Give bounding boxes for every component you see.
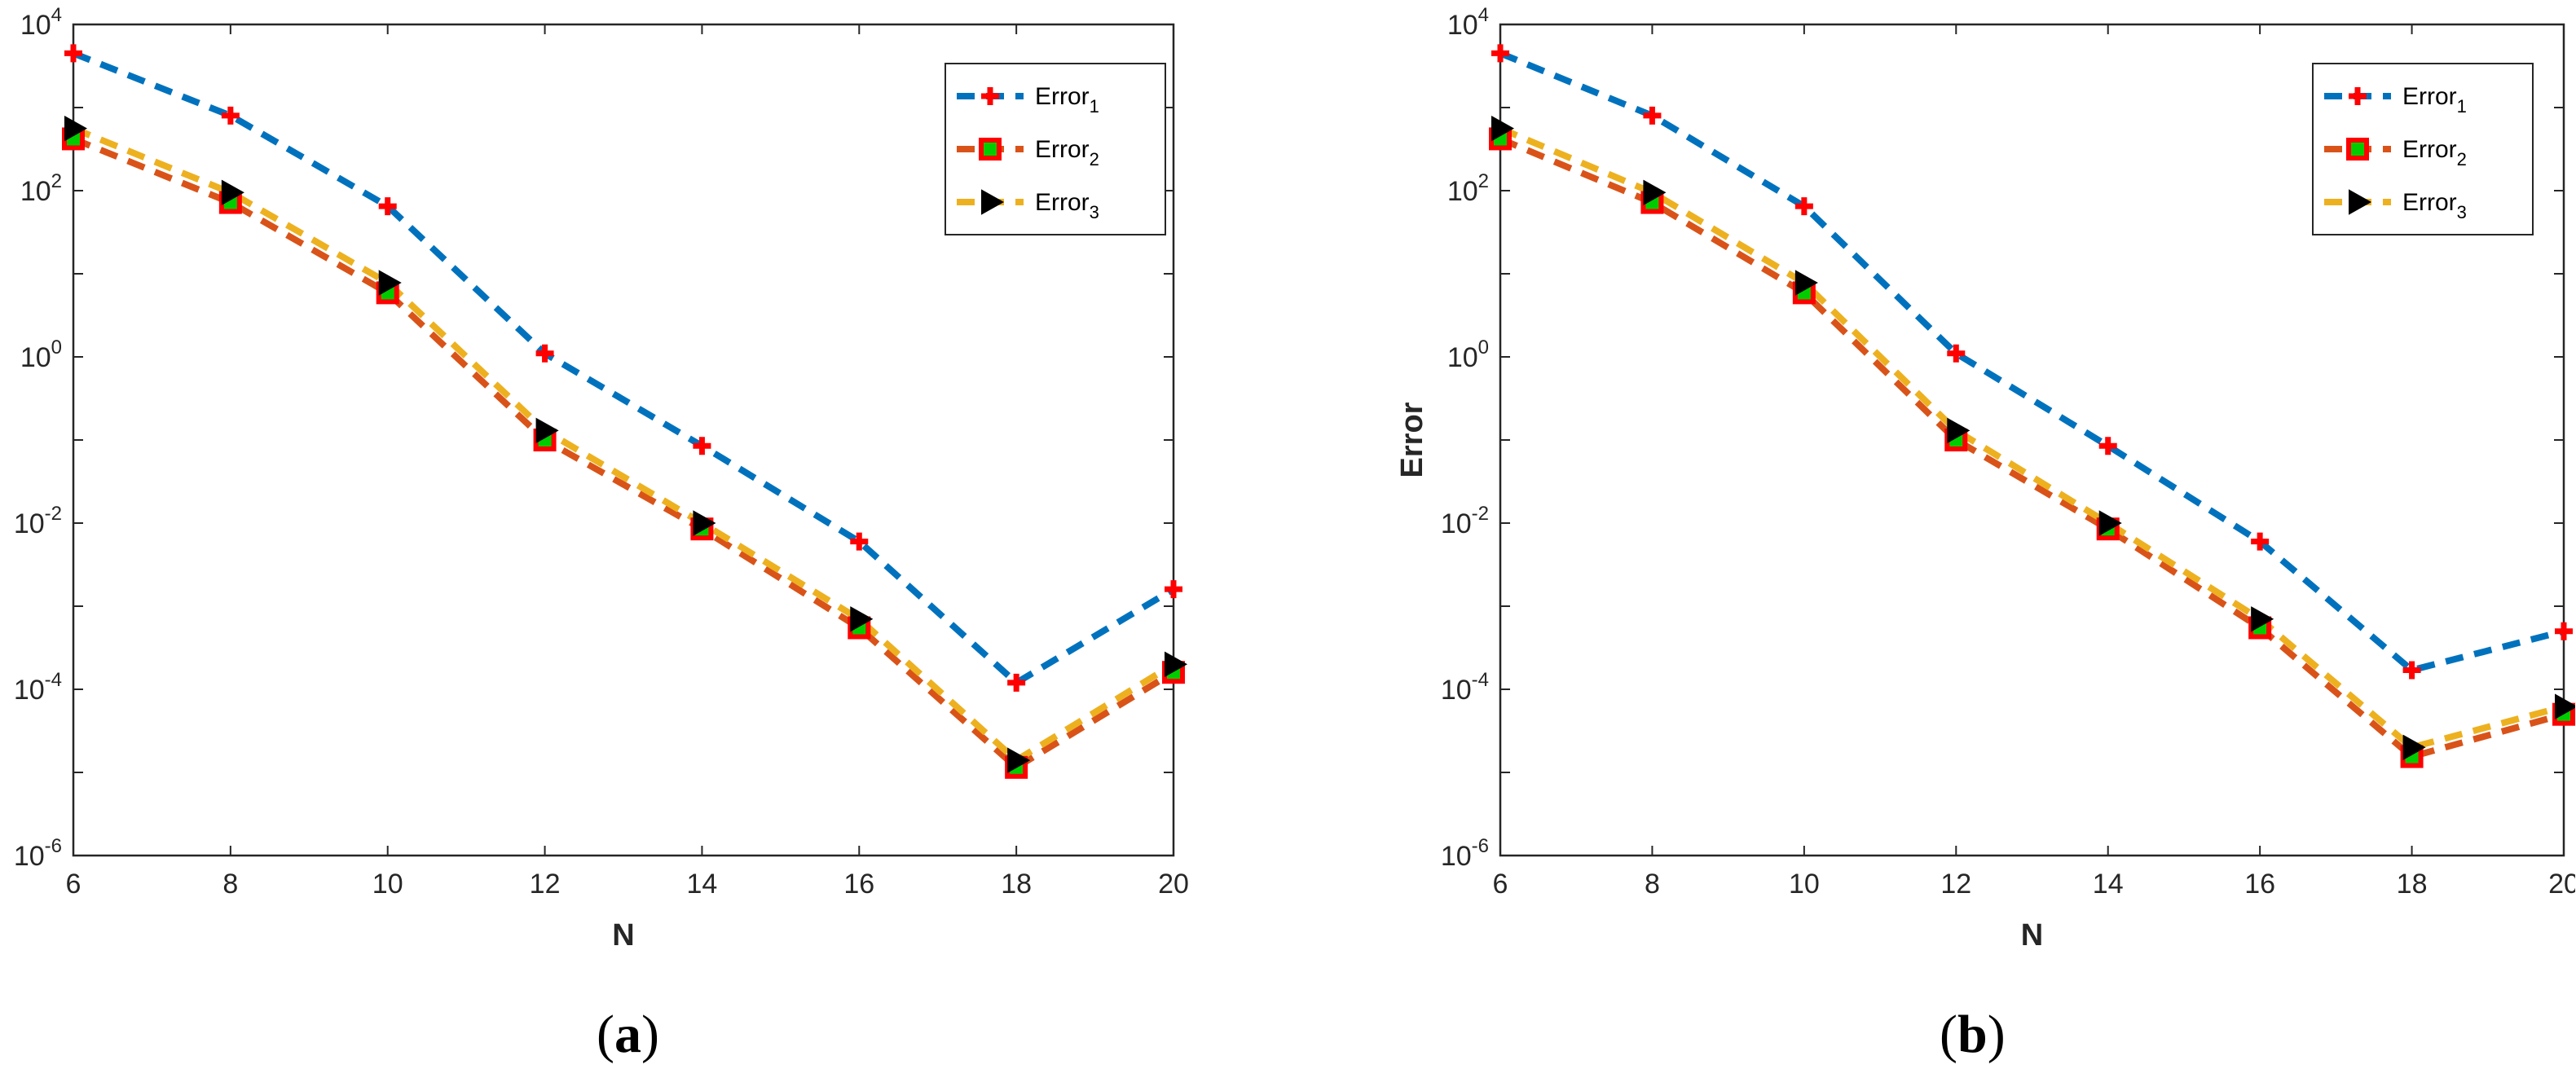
charta-series-3-point	[1165, 651, 1188, 678]
chart-b-plot: 6 8 10 12 14 16 18 20 10-6 10-4 10-2 100 102 104 N Erro…	[1395, 4, 2575, 952]
chartb-series-1-point	[2402, 661, 2421, 680]
charta-ytick-label: 10-2	[14, 503, 62, 539]
charta-xtick-label: 6	[66, 869, 81, 900]
chartb-legend-label-2: Error2	[2402, 136, 2467, 169]
chartb-ytick-label: 10-6	[1441, 835, 1489, 872]
chartb-series-1-point	[2251, 532, 2270, 551]
charta-series-1-point	[535, 344, 554, 363]
charta-series-1-point	[693, 437, 711, 455]
charta-legend-marker-2	[979, 138, 1002, 161]
chartb-series-3-point	[1947, 417, 1971, 444]
chart-panel-b: 6 8 10 12 14 16 18 20 10-6 10-4 10-2 100 102 104 N Erro…	[1288, 0, 2575, 1091]
charta-xtick-label: 14	[687, 869, 718, 900]
chartb-legend-marker-1	[2349, 87, 2367, 105]
charta-series-3-point	[693, 510, 716, 536]
chartb-ylabel: Error	[1395, 402, 1429, 477]
chartb-series-1-point	[1947, 344, 1966, 363]
chartb-ytick-label: 10-2	[1441, 503, 1489, 539]
charta-series-1-point	[221, 106, 240, 125]
chartb-xtick-label: 18	[2397, 869, 2428, 900]
chartb-series-3-point	[2402, 734, 2426, 761]
chartb-series-1-line	[1499, 50, 2565, 674]
chartb-legend-label-1: Error1	[2402, 83, 2467, 117]
charta-xtick-label: 18	[1001, 869, 1032, 900]
chartb-legend-label-3: Error3	[2402, 189, 2467, 222]
chartb-legend-marker-2	[2346, 138, 2369, 161]
chartb-series-3-point	[2098, 510, 2122, 536]
chartb-series-3-point	[2555, 693, 2575, 719]
chartb-series-1-point	[1491, 44, 1509, 63]
charta-xtick-label: 8	[222, 869, 238, 900]
chartb-xtick-label: 14	[2093, 869, 2124, 900]
chart-panel-a: 6 8 10 12 14 16 18 20 10-6 10-4 10-2 100 102 104 N Erro…	[0, 4, 1189, 1064]
chartb-legend-marker-3	[2349, 189, 2372, 215]
chartb-xtick-label: 20	[2548, 869, 2575, 900]
charta-series-3-point	[378, 270, 402, 296]
charta-legend-label-3: Error3	[1035, 189, 1099, 222]
charta-ytick-label: 104	[20, 4, 62, 41]
chartb-series-3-point	[1491, 115, 1515, 142]
chartb-xtick-label: 8	[1645, 869, 1660, 900]
charta-series-2-line	[72, 135, 1176, 772]
charta-ytick-label: 10-4	[14, 669, 62, 706]
charta-xtick-label: 16	[843, 869, 874, 900]
charta-legend-marker-3	[981, 189, 1005, 215]
chartb-series-1-point	[2555, 622, 2573, 640]
charta-series-1-point	[378, 197, 397, 216]
charta-series-3-point	[535, 417, 559, 444]
charta-legend-marker-1	[981, 87, 999, 105]
charta-xlabel: N	[612, 918, 634, 952]
charta-xtick-label: 20	[1158, 869, 1189, 900]
charta-series-3-point	[64, 115, 88, 142]
charta-xtick-label: 10	[372, 869, 403, 900]
chartb-series-1-point	[1794, 197, 1813, 216]
chartb-ytick-label: 100	[1447, 337, 1489, 373]
chartb-xtick-label: 10	[1789, 869, 1820, 900]
charta-ytick-label: 10-6	[14, 835, 62, 872]
charta-ytick-label: 102	[20, 170, 62, 207]
charta-series-1-line	[72, 50, 1176, 687]
chartb-xtick-label: 6	[1493, 869, 1508, 900]
chartb-ytick-label: 104	[1447, 4, 1489, 41]
charta-series-1-point	[850, 532, 869, 551]
chartb-xtick-label: 12	[1940, 869, 1971, 900]
chartb-series-3-point	[1794, 270, 1818, 296]
caption-a: (a)	[597, 1005, 659, 1064]
chartb-series-3-point	[2251, 606, 2274, 632]
charta-legend-label-2: Error2	[1035, 136, 1099, 169]
chartb-ytick-label: 10-4	[1441, 669, 1489, 706]
charta-series-3-point	[221, 179, 244, 205]
charta-ylabel: Error	[0, 402, 2, 477]
charta-series-3-point	[1007, 747, 1031, 773]
chartb-series-3-point	[1643, 179, 1667, 205]
charta-series-3-point	[850, 606, 874, 632]
charta-xtick-label: 12	[530, 869, 561, 900]
charta-ytick-label: 100	[20, 337, 62, 373]
charta-legend-label-1: Error1	[1035, 83, 1099, 117]
chart-a-plot: 6 8 10 12 14 16 18 20 10-6 10-4 10-2 100 102 104 N Erro…	[0, 4, 1189, 952]
chartb-xlabel: N	[2021, 918, 2043, 952]
charta-series-1-point	[1165, 580, 1182, 599]
caption-b: (b)	[1940, 1005, 2006, 1064]
chartb-series-1-point	[2098, 437, 2117, 455]
charta-series-1-point	[64, 44, 82, 63]
charta-series-1-point	[1007, 673, 1026, 692]
chartb-ytick-label: 102	[1447, 170, 1489, 207]
chartb-xtick-label: 16	[2244, 869, 2275, 900]
charta-series-3-line	[72, 125, 1176, 765]
chartb-series-1-point	[1643, 106, 1662, 125]
